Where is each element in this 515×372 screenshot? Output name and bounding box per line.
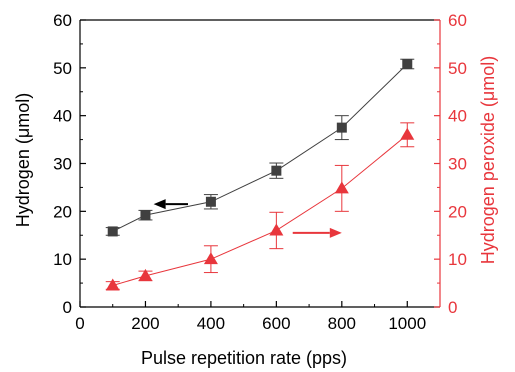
- y-tick-label: 40: [53, 107, 72, 126]
- series-2-line: [112, 134, 408, 286]
- data-point-square: [205, 196, 216, 207]
- data-point-triangle: [269, 223, 284, 236]
- data-point-square: [140, 210, 151, 221]
- data-point-triangle: [105, 278, 120, 291]
- x-tick-label: 1000: [388, 314, 426, 333]
- y2-tick-label: 60: [448, 11, 467, 30]
- x-tick-label: 400: [197, 314, 225, 333]
- data-point-triangle: [138, 268, 153, 281]
- y-tick-label: 60: [53, 11, 72, 30]
- series-layer: [105, 58, 415, 291]
- x-tick-label: 600: [262, 314, 290, 333]
- x-tick-label: 800: [328, 314, 356, 333]
- data-point-square: [271, 165, 282, 176]
- y2-tick-label: 20: [448, 202, 467, 221]
- x-tick-label: 0: [75, 314, 84, 333]
- x-axis: 0 200 400 600 800 1000: [75, 301, 426, 333]
- plot-frame: [79, 19, 441, 308]
- data-point-triangle: [400, 127, 415, 140]
- arrow-right-head: [329, 227, 342, 238]
- data-point-square: [336, 122, 347, 133]
- left-y-axis-title: Hydrogen (μmol): [13, 93, 33, 227]
- y-tick-label: 20: [53, 202, 72, 221]
- x-tick-label: 200: [131, 314, 159, 333]
- y-tick-label: 50: [53, 59, 72, 78]
- y2-tick-label: 50: [448, 59, 467, 78]
- y-tick-label: 10: [53, 250, 72, 269]
- series-1-line: [112, 63, 408, 232]
- data-point-triangle: [334, 181, 349, 194]
- x-axis-title: Pulse repetition rate (pps): [141, 348, 347, 368]
- y2-tick-label: 10: [448, 250, 467, 269]
- y-tick-label: 30: [53, 155, 72, 174]
- right-y-axis-title: Hydrogen peroxide (μmol): [478, 56, 498, 264]
- y2-tick-label: 0: [448, 298, 457, 317]
- annotation-layer: [153, 199, 342, 238]
- right-y-axis: 0 10 20 30 40 50 60: [434, 11, 467, 317]
- arrow-left-head: [153, 199, 166, 210]
- data-point-triangle: [203, 252, 218, 265]
- left-y-axis: 0 10 20 30 40 50 60: [53, 11, 86, 317]
- y2-tick-label: 40: [448, 107, 467, 126]
- y2-tick-label: 30: [448, 155, 467, 174]
- data-point-square: [402, 59, 413, 70]
- y-tick-label: 0: [63, 298, 72, 317]
- data-point-square: [107, 226, 118, 237]
